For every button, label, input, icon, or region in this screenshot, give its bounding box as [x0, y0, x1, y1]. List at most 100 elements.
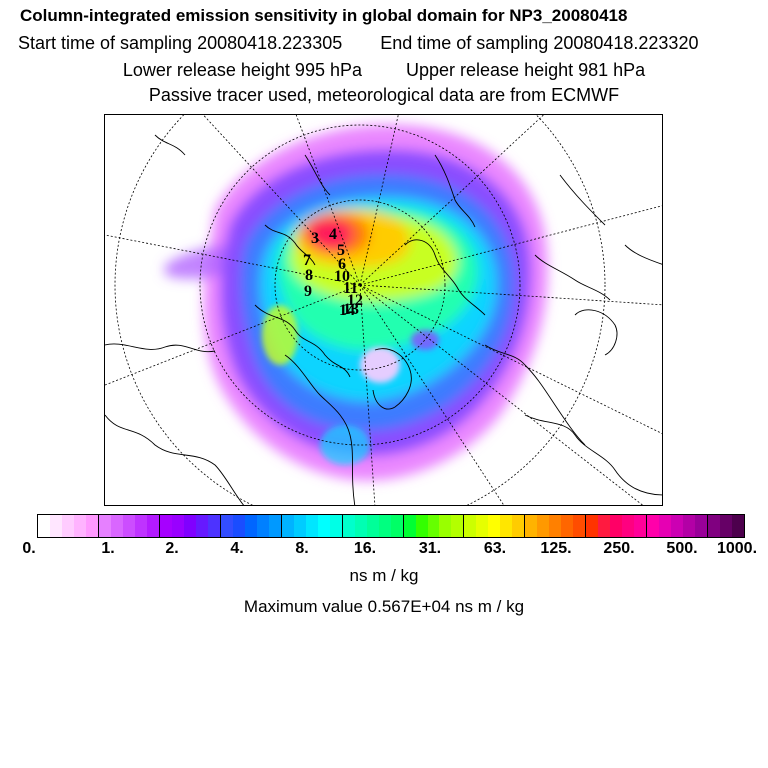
- colorbar-swatch: [97, 515, 111, 537]
- colorbar-swatch: [366, 515, 379, 537]
- colorbar-swatch: [707, 515, 721, 537]
- sensitivity-map: 3 4 5 6 7 8 9 10 11 12 13 14: [105, 115, 662, 505]
- colorbar-swatch: [500, 515, 513, 537]
- day-marker: 3: [311, 230, 319, 247]
- colorbar-swatch: [427, 515, 440, 537]
- colorbar-swatch: [38, 515, 50, 537]
- day-marker: 4: [329, 226, 337, 243]
- day-marker: 12: [347, 292, 363, 309]
- colorbar-tick-labels: 0. 1. 2. 4. 8. 16. 31. 63. 125. 250. 500…: [0, 540, 768, 560]
- colorbar-swatch: [671, 515, 684, 537]
- sensitivity-plume: [165, 124, 548, 481]
- day-markers: 3 4 5 6 7 8 9 10 11 12 13 14: [303, 226, 363, 319]
- colorbar-swatch: [463, 515, 477, 537]
- colorbar-swatch: [415, 515, 428, 537]
- sampling-end: End time of sampling 20080418.223320: [380, 33, 699, 53]
- graticule: [105, 115, 662, 505]
- colorbar-swatch: [378, 515, 391, 537]
- day-marker: 6: [338, 256, 346, 273]
- colorbar-swatch: [488, 515, 501, 537]
- colorbar-swatch: [256, 515, 269, 537]
- tick-label: 1.: [101, 540, 115, 557]
- colorbar-swatch: [549, 515, 562, 537]
- release-lower: Lower release height 995 hPa: [122, 60, 362, 80]
- colorbar-swatch: [622, 515, 635, 537]
- colorbar-swatch: [232, 515, 245, 537]
- colorbar-swatch: [561, 515, 574, 537]
- colorbar-swatch: [293, 515, 306, 537]
- day-marker: 5: [337, 242, 345, 259]
- tick-label: 500.: [666, 540, 698, 557]
- colorbar-swatch: [195, 515, 208, 537]
- colorbar-swatch: [73, 515, 86, 537]
- day-marker: 9: [304, 283, 312, 300]
- colorbar-swatch: [49, 515, 62, 537]
- colorbar-swatch: [280, 515, 294, 537]
- day-marker: 10: [334, 268, 350, 285]
- plume-detail: [262, 305, 439, 465]
- tracer-info: Passive tracer used, meteorological data…: [148, 85, 620, 105]
- colorbar-swatch: [402, 515, 416, 537]
- colorbar-swatch: [61, 515, 74, 537]
- colorbar: [37, 514, 745, 538]
- colorbar-swatch: [476, 515, 489, 537]
- tick-label: 125.: [540, 540, 572, 557]
- colorbar-swatch: [85, 515, 98, 537]
- colorbar-swatch: [134, 515, 147, 537]
- day-marker: 8: [305, 267, 313, 284]
- colorbar-unit: ns m / kg: [349, 566, 419, 585]
- tick-label: 31.: [418, 540, 442, 557]
- tick-label: 8.: [295, 540, 309, 557]
- tick-label: 1000.: [716, 540, 758, 557]
- colorbar-swatch: [183, 515, 196, 537]
- sampling-start: Start time of sampling 20080418.223305: [18, 33, 343, 53]
- day-marker: 14: [339, 302, 355, 319]
- tick-label: 250.: [603, 540, 635, 557]
- day-marker: 7: [303, 252, 311, 269]
- map-panel: 3 4 5 6 7 8 9 10 11 12 13 14: [104, 114, 663, 506]
- colorbar-swatch: [512, 515, 525, 537]
- release-heights: Lower release height 995 hPa Upper releas…: [0, 60, 768, 81]
- colorbar-swatch: [573, 515, 586, 537]
- tick-label: 4.: [230, 540, 244, 557]
- colorbar-swatch: [683, 515, 696, 537]
- tick-label: 16.: [353, 540, 377, 557]
- colorbar-swatch: [634, 515, 647, 537]
- colorbar-swatch: [341, 515, 355, 537]
- day-marker: 11: [343, 280, 358, 297]
- colorbar-swatch: [122, 515, 135, 537]
- colorbar-swatch: [219, 515, 233, 537]
- colorbar-swatch: [439, 515, 452, 537]
- release-upper: Upper release height 981 hPa: [406, 60, 646, 80]
- tick-label: 63.: [483, 540, 507, 557]
- colorbar-swatch: [268, 515, 281, 537]
- tick-label: 2.: [165, 540, 179, 557]
- colorbar-swatch: [598, 515, 611, 537]
- colorbar-swatch: [537, 515, 550, 537]
- colorbar-swatch: [146, 515, 159, 537]
- maximum-value: Maximum value 0.567E+04 ns m / kg: [243, 597, 525, 616]
- colorbar-swatch: [110, 515, 123, 537]
- day-marker: 13: [343, 301, 359, 318]
- colorbar-swatch: [451, 515, 464, 537]
- colorbar-swatch: [158, 515, 172, 537]
- tick-label: 0.: [22, 540, 36, 557]
- colorbar-swatch: [646, 515, 660, 537]
- colorbar-swatch: [317, 515, 330, 537]
- colorbar-swatch: [329, 515, 342, 537]
- coastlines: [105, 134, 662, 505]
- plot-title: Column-integrated emission sensitivity i…: [20, 6, 628, 25]
- colorbar-swatch: [720, 515, 733, 537]
- colorbar-swatch: [610, 515, 623, 537]
- colorbar-swatch: [732, 515, 745, 537]
- colorbar-swatch: [207, 515, 220, 537]
- colorbar-swatch: [171, 515, 184, 537]
- colorbar-swatch: [305, 515, 318, 537]
- colorbar-swatch: [659, 515, 672, 537]
- colorbar-swatch: [244, 515, 257, 537]
- colorbar-swatch: [390, 515, 403, 537]
- colorbar-swatch: [524, 515, 538, 537]
- sampling-times: Start time of sampling 20080418.223305 En…: [18, 33, 698, 54]
- colorbar-swatch: [354, 515, 367, 537]
- colorbar-swatch: [695, 515, 708, 537]
